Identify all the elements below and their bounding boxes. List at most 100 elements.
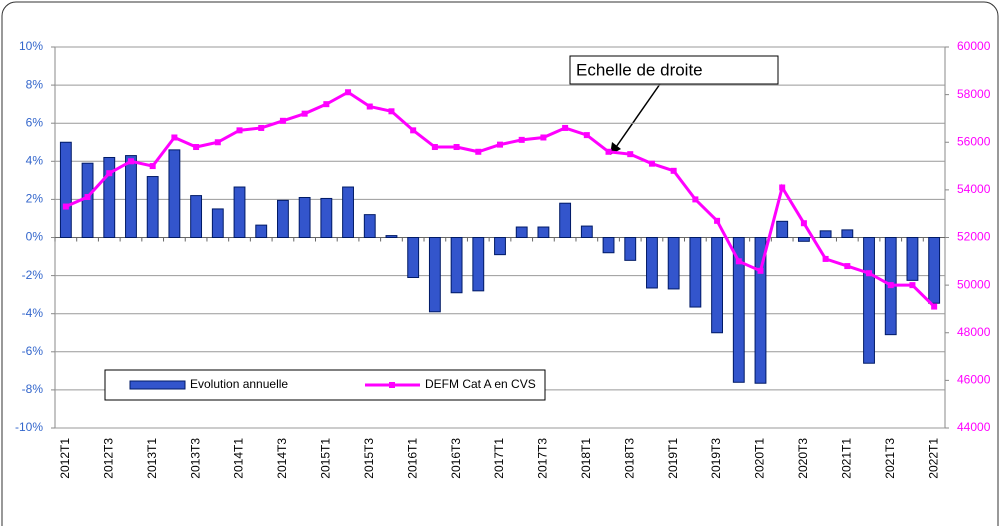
marker [62,203,69,210]
x-tick-label: 2014T3 [275,438,289,479]
x-tick-label: 2017T3 [536,438,550,479]
x-tick-label: 2021T3 [883,438,897,479]
y2-tick-label: 56000 [957,134,991,148]
bar [146,176,159,238]
x-tick-label: 2013T1 [145,438,159,479]
x-tick-label: 2019T1 [666,438,680,479]
legend-label: Evolution annuelle [190,377,288,391]
y2-tick-label: 50000 [957,277,991,291]
y-tick-label: 6% [26,115,44,129]
marker [583,132,590,139]
marker [388,108,395,115]
y2-tick-label: 48000 [957,325,991,339]
x-tick-label: 2016T3 [449,438,463,479]
x-tick-label: 2015T1 [319,438,333,479]
bar [494,237,506,256]
bar [277,199,289,238]
x-tick-label: 2013T3 [188,438,202,479]
bar [841,229,854,239]
marker [670,167,677,174]
bar [928,237,941,304]
bar [363,214,376,238]
marker [800,220,807,227]
x-tick-label: 2018T1 [579,438,593,479]
marker [822,255,829,262]
bar [320,197,333,238]
marker [323,101,330,108]
marker [258,124,265,131]
bar [863,237,875,364]
marker [866,270,873,277]
bar [407,237,420,279]
bar [190,195,203,238]
marker [279,117,286,124]
annotation-box [569,55,779,85]
y-tick-label: 4% [26,153,44,167]
bar [233,186,246,238]
y2-tick-label: 54000 [957,182,991,196]
marker [735,258,742,265]
y2-tick-label: 52000 [957,230,991,244]
bar [125,155,137,239]
marker [648,160,655,167]
marker [497,141,503,148]
x-tick-label: 2022T1 [926,438,940,479]
bar [472,237,485,292]
marker [909,282,916,289]
marker [106,170,113,177]
bar [515,226,528,239]
x-tick-label: 2014T1 [232,438,246,479]
marker [171,134,178,141]
y2-tick-label: 60000 [957,39,991,53]
bar [819,230,832,239]
bar [580,225,593,239]
y-tick-label: 8% [26,77,44,91]
bar [667,237,680,290]
x-tick-label: 2016T1 [405,438,419,479]
y-tick-label: -10% [15,420,43,434]
marker [779,184,786,191]
legend-marker [389,382,395,388]
y-tick-label: 0% [26,230,44,244]
marker [518,136,525,143]
x-tick-label: 2020T1 [753,438,767,479]
bar [646,237,658,289]
marker [127,158,134,165]
x-tick-label: 2012T3 [101,438,115,479]
bar [776,220,789,238]
bar [168,149,181,238]
x-tick-label: 2015T3 [362,438,376,479]
bar [298,196,311,238]
y-tick-label: -6% [22,344,44,358]
bar [754,237,767,384]
legend-swatch [129,380,186,390]
bar [906,237,919,281]
bar [602,237,615,254]
bar [211,208,224,239]
y-tick-label: 2% [26,192,44,206]
bar [59,141,72,238]
marker [692,196,699,203]
marker [931,303,938,310]
marker [627,151,634,158]
bar [537,226,550,239]
bar [385,235,398,239]
y-tick-label: -2% [22,268,44,282]
bar [81,162,94,238]
marker [431,144,438,151]
marker [84,194,91,201]
marker [193,144,200,151]
marker [410,127,417,134]
marker [366,103,373,110]
y-tick-label: 10% [19,39,43,53]
bar [450,237,463,294]
bar [732,237,745,383]
marker [475,148,482,155]
bar [559,202,572,239]
bar [103,156,116,239]
bar [711,237,724,334]
marker [714,217,721,224]
bar [342,186,354,238]
